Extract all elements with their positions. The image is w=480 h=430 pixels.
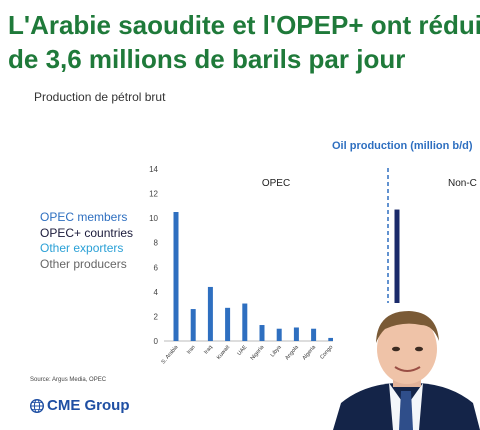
- x-tick-label: Libya: [270, 344, 284, 359]
- y-tick-label: 6: [154, 263, 159, 272]
- bar: [311, 328, 317, 341]
- x-tick-label: S. Arabia: [161, 344, 181, 366]
- legend-item-opec-members: OPEC members: [40, 210, 128, 224]
- bar: [259, 325, 265, 341]
- bar: [190, 309, 196, 341]
- y-tick-label: 10: [149, 214, 158, 223]
- bar: [173, 212, 179, 341]
- y-tick-label: 0: [154, 337, 159, 346]
- x-tick-label: Nigeria: [250, 344, 266, 362]
- x-tick-label: UAE: [236, 344, 248, 357]
- source-note: Source: Argus Media, OPEC: [30, 377, 107, 383]
- panel-label-opec: OPEC: [262, 178, 290, 189]
- bar: [242, 303, 248, 341]
- logo-text: CME Group: [47, 397, 130, 414]
- slide-subtitle: Production de pétrol brut: [34, 90, 166, 104]
- legend-item-opec-plus: OPEC+ countries: [40, 225, 134, 240]
- slide-title-line-1: L'Arabie saoudite et l'OPEP+ ont réduit: [8, 10, 480, 40]
- legend-item-other-exporters: Other exporters: [40, 241, 124, 255]
- bar: [207, 286, 213, 341]
- x-tick-label: Iraq: [203, 344, 214, 355]
- y-tick-label: 2: [154, 312, 159, 321]
- x-tick-label: Iran: [186, 344, 197, 355]
- x-tick-label: Angola: [284, 344, 300, 362]
- x-tick-label: Kuwait: [216, 344, 232, 361]
- y-tick-label: 8: [154, 239, 159, 248]
- x-tick-label: Algeria: [302, 344, 318, 362]
- bar: [225, 307, 231, 341]
- y-tick-label: 14: [149, 165, 158, 174]
- legend: OPEC members OPEC+ countries Other expor…: [40, 210, 133, 272]
- cme-group-logo: CME Group: [30, 397, 130, 414]
- bar: [293, 327, 299, 341]
- bar: [394, 209, 400, 341]
- slide-title-line-2: de 3,6 millions de barils par jour: [8, 44, 406, 74]
- y-tick-label: 4: [154, 288, 159, 297]
- bar: [328, 337, 334, 341]
- slide-title: L'Arabie saoudite et l'OPEP+ ont réduit …: [8, 8, 480, 76]
- legend-item-other-producers: Other producers: [40, 256, 127, 271]
- bar: [276, 328, 282, 341]
- chart-title: Oil production (million b/d): [332, 140, 473, 152]
- speaker-portrait: [333, 303, 480, 430]
- globe-icon: [30, 398, 44, 413]
- panel-label-non-opec: Non-C: [448, 178, 477, 189]
- y-tick-label: 12: [149, 190, 158, 199]
